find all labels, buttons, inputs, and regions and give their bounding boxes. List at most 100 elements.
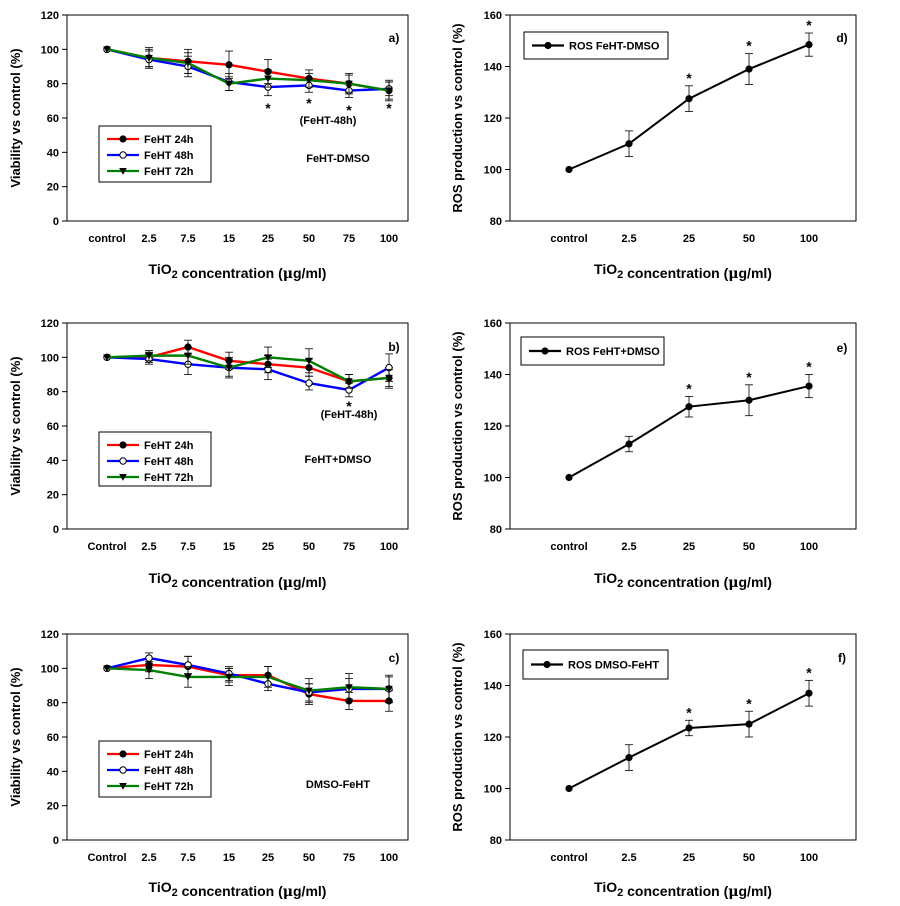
y-tick-label: 80: [490, 216, 502, 228]
y-tick-label: 120: [41, 318, 59, 330]
series-2: [103, 353, 393, 398]
y-tick-label: 160: [484, 318, 502, 330]
x-tick-label: 2.5: [141, 852, 156, 864]
series-1: [103, 655, 393, 712]
y-tick-label: 140: [484, 62, 502, 74]
data-point: [805, 689, 813, 697]
legend: ROS FeHT+DMSO: [520, 336, 665, 366]
data-point: [345, 80, 353, 88]
y-tick-label: 60: [47, 421, 59, 433]
series-1: [565, 679, 813, 793]
y-tick-label: 0: [53, 524, 59, 536]
x-tick-label: 100: [380, 852, 398, 864]
data-point: [225, 80, 233, 88]
y-tick-label: 40: [47, 766, 59, 778]
x-tick-label: control: [550, 852, 587, 864]
y-tick-label: 120: [41, 10, 59, 22]
data-point: [145, 667, 153, 674]
legend: ROS DMSO-FeHT: [522, 649, 669, 680]
data-point: [625, 140, 633, 148]
chart-panel-1: 0 20 40 60 80 100 120 control 2.5 7.5 15 25 50 75 100 V…: [8, 10, 409, 282]
data-point: [625, 440, 633, 448]
legend: FeHT 24h FeHT 48h FeHT 72h: [98, 740, 212, 798]
x-tick-label: 25: [683, 852, 695, 864]
data-point: [264, 673, 272, 681]
y-tick-label: 20: [47, 801, 59, 813]
x-tick-label: 25: [683, 233, 695, 245]
panel-label: f): [838, 651, 846, 665]
data-point: [145, 352, 153, 360]
series-2: [103, 45, 393, 98]
x-tick-label: 15: [223, 541, 235, 553]
significance-star: *: [386, 100, 392, 116]
data-point: [103, 665, 111, 673]
x-tick-label: 50: [303, 233, 315, 245]
x-tick-label: 50: [743, 852, 755, 864]
significance-star: *: [346, 102, 352, 118]
legend: FeHT 24h FeHT 48h FeHT 72h: [98, 125, 212, 183]
panel-label: d): [836, 31, 847, 45]
x-tick-label: 25: [683, 541, 695, 553]
legend-label: ROS FeHT-DMSO: [569, 41, 660, 53]
legend-marker: [541, 347, 549, 355]
legend-marker: [119, 783, 127, 790]
x-tick-label: 25: [262, 541, 274, 553]
data-point: [184, 352, 192, 360]
data-point: [565, 473, 573, 482]
y-tick-label: 120: [41, 629, 59, 641]
data-point: [305, 687, 313, 695]
panel-annotation: FeHT+DMSO: [305, 454, 372, 466]
data-point: [385, 685, 393, 693]
y-tick-label: 80: [47, 79, 59, 91]
series-1: [565, 32, 813, 174]
y-tick-label: 60: [47, 732, 59, 744]
x-tick-label: Control: [87, 541, 126, 553]
data-point: [145, 654, 153, 662]
x-tick-label: 100: [800, 852, 818, 864]
data-point: [145, 54, 153, 62]
data-point: [745, 65, 753, 73]
series-line: [106, 48, 390, 92]
x-tick-label: 75: [343, 233, 355, 245]
y-tick-label: 120: [484, 732, 502, 744]
y-axis-title: ROS production vs control (%): [450, 23, 465, 212]
data-point: [264, 75, 272, 83]
y-tick-label: 100: [484, 784, 502, 796]
y-tick-label: 120: [484, 113, 502, 125]
x-tick-label: control: [550, 541, 587, 553]
significance-star: *: [746, 369, 752, 385]
significance-star: *: [746, 38, 752, 54]
y-tick-label: 100: [41, 352, 59, 364]
x-tick-label: 7.5: [180, 233, 195, 245]
significance-star: *: [346, 398, 352, 414]
x-tick-label: 7.5: [180, 852, 195, 864]
x-tick-label: 75: [343, 541, 355, 553]
y-tick-label: 40: [47, 455, 59, 467]
legend-label: FeHT 48h: [144, 456, 194, 468]
y-tick-label: 100: [41, 663, 59, 675]
data-point: [184, 60, 192, 67]
y-tick-label: 140: [484, 370, 502, 382]
y-tick-label: 60: [47, 113, 59, 125]
legend-marker: [544, 41, 552, 50]
series-line: [106, 48, 390, 92]
x-tick-label: control: [550, 233, 587, 245]
data-point: [685, 95, 693, 103]
x-axis-title: TiO2 concentration (μg/ml): [149, 879, 327, 900]
series-3: [103, 661, 393, 704]
data-point: [685, 403, 693, 411]
data-point: [225, 61, 233, 69]
data-point: [385, 87, 393, 95]
chart-panel-4: 80 100 120 140 160 control 2.5 25 50 100 ROS produ…: [450, 10, 857, 282]
data-point: [565, 784, 573, 793]
legend-marker: [119, 750, 127, 758]
data-point: [805, 41, 813, 49]
data-point: [805, 382, 813, 390]
significance-star: *: [806, 359, 812, 375]
y-tick-label: 160: [484, 10, 502, 22]
data-point: [264, 354, 272, 362]
data-point: [305, 379, 313, 387]
y-tick-label: 80: [490, 835, 502, 847]
y-tick-label: 100: [484, 165, 502, 177]
